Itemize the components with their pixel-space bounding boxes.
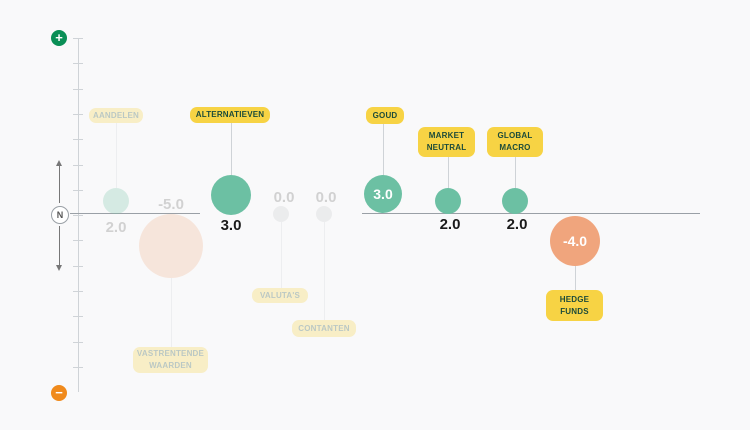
value-label: -5.0 [158,196,184,213]
scale-tick [73,190,83,191]
value-bubble[interactable] [502,188,528,214]
plus-icon: + [51,30,67,46]
scale-tick [73,165,83,166]
category-tag[interactable]: MARKET NEUTRAL [418,127,475,157]
neutral-line-segment [362,213,700,214]
connector-line [281,222,282,288]
value-bubble[interactable] [139,214,203,278]
connector-line [171,278,172,347]
arrow-up-line [59,165,60,203]
value-bubble[interactable] [273,206,289,222]
value-label: 0.0 [315,189,337,206]
connector-line [515,157,516,188]
arrow-down-icon [56,265,62,271]
category-tag[interactable]: ALTERNATIEVEN [190,107,270,123]
category-tag[interactable]: GLOBAL MACRO [487,127,543,157]
scale-tick [73,367,83,368]
scale-tick [73,38,83,39]
value-label: 3.0 [220,217,242,234]
arrow-up-icon [56,160,62,166]
category-tag[interactable]: AANDELEN [89,108,143,123]
category-tag[interactable]: VALUTA'S [252,288,308,303]
connector-line [116,123,117,188]
category-tag[interactable]: CONTANTEN [292,320,356,337]
connector-line [575,266,576,290]
neutral-line-segment [70,213,200,214]
scale-tick [73,342,83,343]
scale-tick [73,215,83,216]
value-label: 0.0 [273,189,295,206]
category-tag[interactable]: GOUD [366,107,404,124]
scale-tick [73,291,83,292]
value-bubble[interactable]: -4.0 [550,216,600,266]
connector-line [383,124,384,175]
value-bubble[interactable] [316,206,332,222]
neutral-marker: N [51,206,69,224]
scale-tick [73,114,83,115]
connector-line [448,157,449,188]
scale-tick [73,139,83,140]
value-bubble[interactable] [435,188,461,214]
category-tag[interactable]: HEDGE FUNDS [546,290,603,321]
scale-tick [73,266,83,267]
arrow-down-line [59,226,60,266]
category-tag[interactable]: VASTRENTENDE WAARDEN [133,347,208,373]
value-label: 2.0 [506,216,528,233]
value-bubble[interactable]: 3.0 [364,175,402,213]
scale-tick [73,316,83,317]
value-label: 2.0 [439,216,461,233]
scale-tick [73,63,83,64]
scale-tick [73,89,83,90]
connector-line [324,222,325,320]
value-bubble[interactable] [211,175,251,215]
minus-icon: − [51,385,67,401]
value-bubble[interactable] [103,188,129,214]
scale-tick [73,240,83,241]
connector-line [231,123,232,175]
value-label: 2.0 [105,219,127,236]
